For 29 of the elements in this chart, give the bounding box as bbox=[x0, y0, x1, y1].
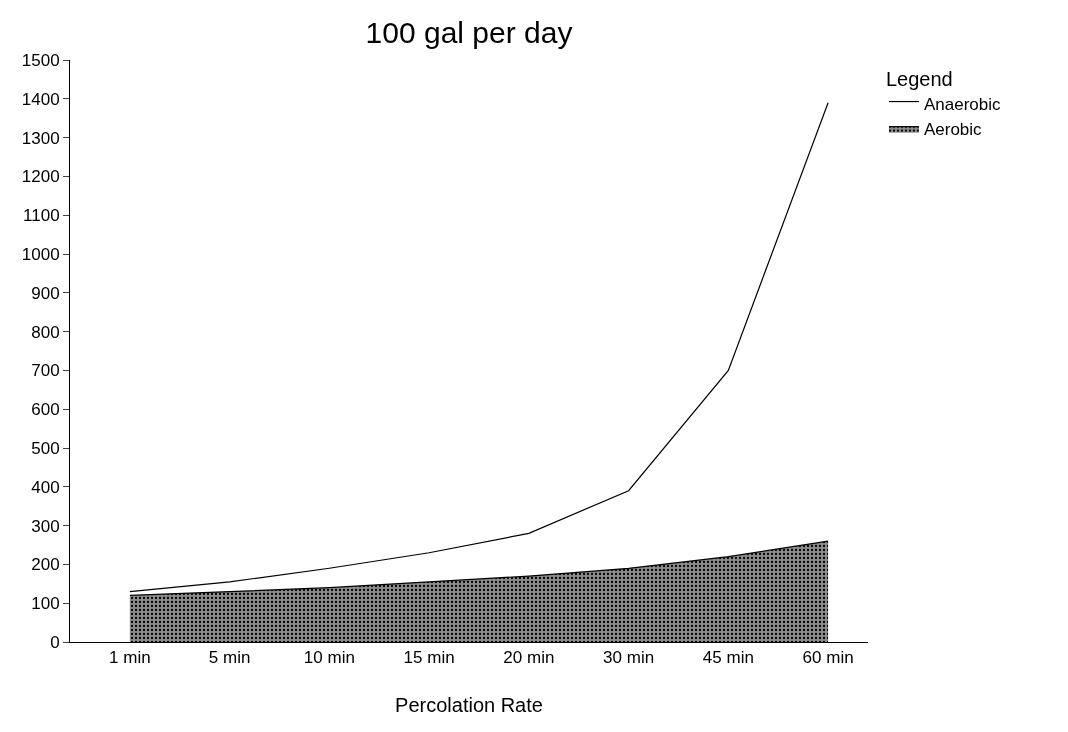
y-tick-label: 1000 bbox=[21, 244, 60, 264]
x-tick-label: 15 min bbox=[403, 648, 455, 668]
x-axis-title: Percolation Rate bbox=[395, 694, 543, 716]
y-tick-label: 300 bbox=[31, 516, 60, 536]
legend-label: Anaerobic bbox=[923, 95, 1002, 115]
y-tick-label: 700 bbox=[31, 361, 60, 381]
legend-title: Legend bbox=[885, 68, 953, 90]
legend-label: Aerobic bbox=[923, 120, 983, 140]
x-tick-label: 5 min bbox=[208, 648, 251, 668]
chart-title: 100 gal per day bbox=[365, 15, 573, 49]
y-tick-label: 100 bbox=[31, 594, 60, 614]
y-tick-label: 1500 bbox=[21, 50, 60, 70]
x-tick-label: 20 min bbox=[503, 648, 555, 668]
y-tick-label: 1200 bbox=[21, 167, 60, 187]
x-tick-label: 60 min bbox=[802, 648, 854, 668]
x-tick-label: 10 min bbox=[303, 648, 355, 668]
y-tick-label: 1100 bbox=[23, 206, 60, 226]
y-tick-label: 400 bbox=[31, 477, 60, 497]
y-tick-label: 1400 bbox=[21, 89, 60, 109]
y-tick-label: 900 bbox=[31, 283, 60, 303]
y-tick-label: 1300 bbox=[21, 128, 60, 148]
x-tick-label: 1 min bbox=[109, 648, 151, 668]
y-tick-label: 500 bbox=[31, 438, 60, 458]
y-tick-label: 600 bbox=[31, 400, 60, 420]
y-tick-label: 800 bbox=[31, 322, 60, 342]
x-tick-label: 45 min bbox=[702, 648, 754, 668]
x-tick-label: 30 min bbox=[603, 648, 655, 668]
y-tick-label: 0 bbox=[50, 632, 60, 652]
y-tick-label: 200 bbox=[31, 555, 60, 575]
